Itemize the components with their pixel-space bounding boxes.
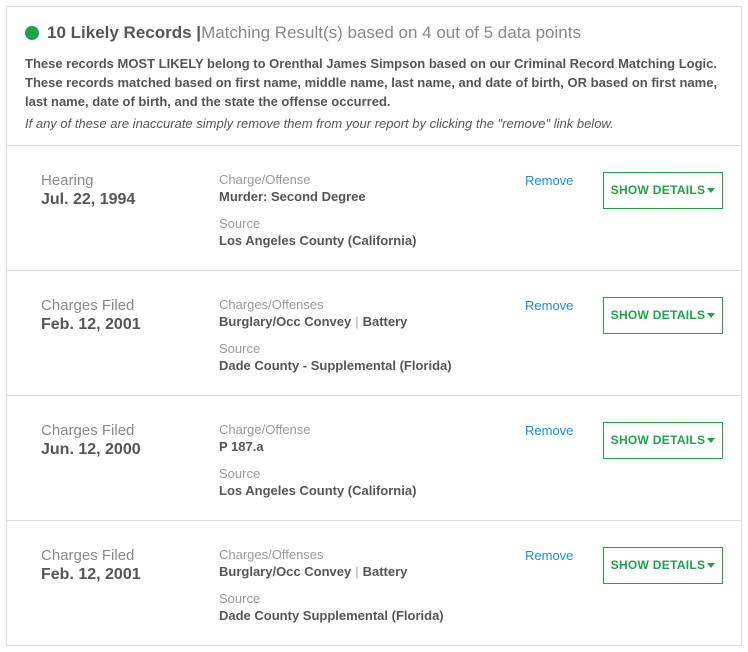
charge-value: Murder: Second Degree — [219, 189, 507, 204]
source-value: Los Angeles County (California) — [219, 233, 507, 248]
record-row: Charges Filed Feb. 12, 2001 Charges/Offens… — [7, 271, 741, 396]
show-details-button[interactable]: SHOW DETAILS — [603, 172, 723, 210]
chevron-down-icon — [707, 563, 715, 568]
charge-value: Burglary/Occ Convey|Battery — [219, 564, 507, 579]
charge-value: Burglary/Occ Convey|Battery — [219, 314, 507, 329]
record-type: Charges Filed — [41, 422, 201, 439]
source-label: Source — [219, 466, 507, 481]
record-details: Charges/Offenses Burglary/Occ Convey|Batt… — [219, 547, 507, 623]
charge-item: Burglary/Occ Convey — [219, 314, 351, 329]
status-dot-icon — [25, 26, 39, 40]
record-row: Charges Filed Jun. 12, 2000 Charge/Offense… — [7, 396, 741, 521]
record-left: Hearing Jul. 22, 1994 — [41, 172, 201, 248]
show-details-button[interactable]: SHOW DETAILS — [603, 547, 723, 585]
remove-link[interactable]: Remove — [525, 548, 573, 563]
record-details: Charges/Offenses Burglary/Occ Convey|Batt… — [219, 297, 507, 373]
source-label: Source — [219, 341, 507, 356]
record-left: Charges Filed Feb. 12, 2001 — [41, 297, 201, 373]
button-col: SHOW DETAILS — [603, 297, 723, 373]
show-details-button[interactable]: SHOW DETAILS — [603, 297, 723, 335]
remove-col: Remove — [525, 547, 585, 623]
button-col: SHOW DETAILS — [603, 172, 723, 248]
separator: | — [351, 314, 362, 329]
records-list: Hearing Jul. 22, 1994 Charge/Offense Murder… — [7, 146, 741, 645]
remove-col: Remove — [525, 172, 585, 248]
show-details-label: SHOW DETAILS — [611, 183, 706, 197]
record-type: Hearing — [41, 172, 201, 189]
record-type: Charges Filed — [41, 297, 201, 314]
record-row: Hearing Jul. 22, 1994 Charge/Offense Murder… — [7, 146, 741, 271]
remove-link[interactable]: Remove — [525, 298, 573, 313]
remove-col: Remove — [525, 297, 585, 373]
record-date: Feb. 12, 2001 — [41, 566, 201, 584]
record-left: Charges Filed Feb. 12, 2001 — [41, 547, 201, 623]
charge-value: P 187.a — [219, 439, 507, 454]
header-title-bold: 10 Likely Records | — [47, 23, 201, 43]
panel-header: 10 Likely Records | Matching Result(s) b… — [7, 7, 741, 146]
charge-label: Charges/Offenses — [219, 297, 507, 312]
remove-link[interactable]: Remove — [525, 173, 573, 188]
record-details: Charge/Offense P 187.a Source Los Angeles C… — [219, 422, 507, 498]
charge-label: Charges/Offenses — [219, 547, 507, 562]
charge-label: Charge/Offense — [219, 172, 507, 187]
header-explanation: These records MOST LIKELY belong to Oren… — [25, 55, 723, 112]
source-value: Dade County - Supplemental (Florida) — [219, 358, 507, 373]
button-col: SHOW DETAILS — [603, 422, 723, 498]
record-date: Feb. 12, 2001 — [41, 316, 201, 334]
charge-item: Battery — [363, 314, 408, 329]
header-title-row: 10 Likely Records | Matching Result(s) b… — [25, 23, 723, 43]
record-date: Jul. 22, 1994 — [41, 191, 201, 209]
source-label: Source — [219, 216, 507, 231]
remove-link[interactable]: Remove — [525, 423, 573, 438]
source-value: Dade County Supplemental (Florida) — [219, 608, 507, 623]
records-panel: 10 Likely Records | Matching Result(s) b… — [6, 6, 742, 646]
separator: | — [351, 564, 362, 579]
show-details-label: SHOW DETAILS — [611, 433, 706, 447]
charge-item: Burglary/Occ Convey — [219, 564, 351, 579]
record-details: Charge/Offense Murder: Second Degree Sourc… — [219, 172, 507, 248]
chevron-down-icon — [707, 188, 715, 193]
show-details-label: SHOW DETAILS — [611, 558, 706, 572]
remove-col: Remove — [525, 422, 585, 498]
charge-label: Charge/Offense — [219, 422, 507, 437]
record-date: Jun. 12, 2000 — [41, 441, 201, 459]
source-label: Source — [219, 591, 507, 606]
charge-item: Battery — [363, 564, 408, 579]
source-value: Los Angeles County (California) — [219, 483, 507, 498]
charge-item: Murder: Second Degree — [219, 189, 366, 204]
record-left: Charges Filed Jun. 12, 2000 — [41, 422, 201, 498]
button-col: SHOW DETAILS — [603, 547, 723, 623]
record-type: Charges Filed — [41, 547, 201, 564]
chevron-down-icon — [707, 313, 715, 318]
show-details-label: SHOW DETAILS — [611, 308, 706, 322]
header-note: If any of these are inaccurate simply re… — [25, 116, 723, 131]
header-title-light: Matching Result(s) based on 4 out of 5 d… — [201, 23, 581, 43]
charge-item: P 187.a — [219, 439, 264, 454]
record-row: Charges Filed Feb. 12, 2001 Charges/Offens… — [7, 521, 741, 645]
chevron-down-icon — [707, 438, 715, 443]
show-details-button[interactable]: SHOW DETAILS — [603, 422, 723, 460]
